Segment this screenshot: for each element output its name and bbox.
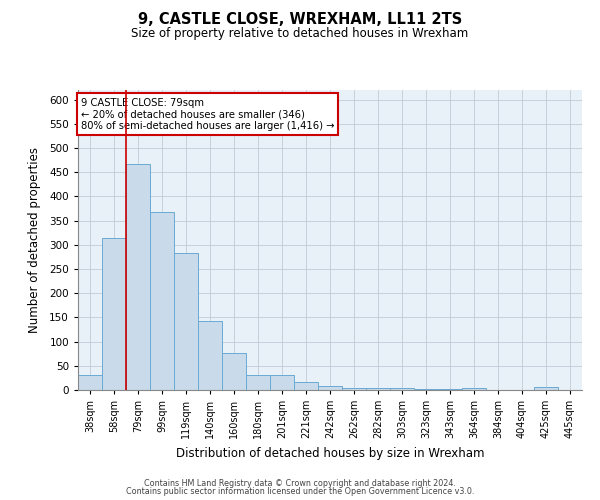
X-axis label: Distribution of detached houses by size in Wrexham: Distribution of detached houses by size … (176, 446, 484, 460)
Y-axis label: Number of detached properties: Number of detached properties (28, 147, 41, 333)
Bar (390, 388, 414, 390)
Bar (222, 353, 246, 390)
Bar (270, 376, 294, 390)
Text: Size of property relative to detached houses in Wrexham: Size of property relative to detached ho… (131, 28, 469, 40)
Bar (78, 374, 102, 390)
Bar (246, 374, 270, 390)
Text: Contains HM Land Registry data © Crown copyright and database right 2024.: Contains HM Land Registry data © Crown c… (144, 478, 456, 488)
Bar (462, 388, 486, 390)
Text: Contains public sector information licensed under the Open Government Licence v3: Contains public sector information licen… (126, 487, 474, 496)
Bar (198, 322, 222, 390)
Bar (534, 387, 558, 390)
Bar (294, 382, 318, 390)
Bar (126, 164, 150, 390)
Bar (102, 238, 126, 390)
Bar (414, 389, 438, 390)
Text: 9, CASTLE CLOSE, WREXHAM, LL11 2TS: 9, CASTLE CLOSE, WREXHAM, LL11 2TS (138, 12, 462, 28)
Text: 9 CASTLE CLOSE: 79sqm
← 20% of detached houses are smaller (346)
80% of semi-det: 9 CASTLE CLOSE: 79sqm ← 20% of detached … (80, 98, 334, 130)
Bar (174, 253, 198, 390)
Bar (342, 388, 366, 390)
Bar (150, 212, 174, 390)
Bar (318, 386, 342, 390)
Bar (366, 388, 390, 390)
Bar (438, 389, 462, 390)
